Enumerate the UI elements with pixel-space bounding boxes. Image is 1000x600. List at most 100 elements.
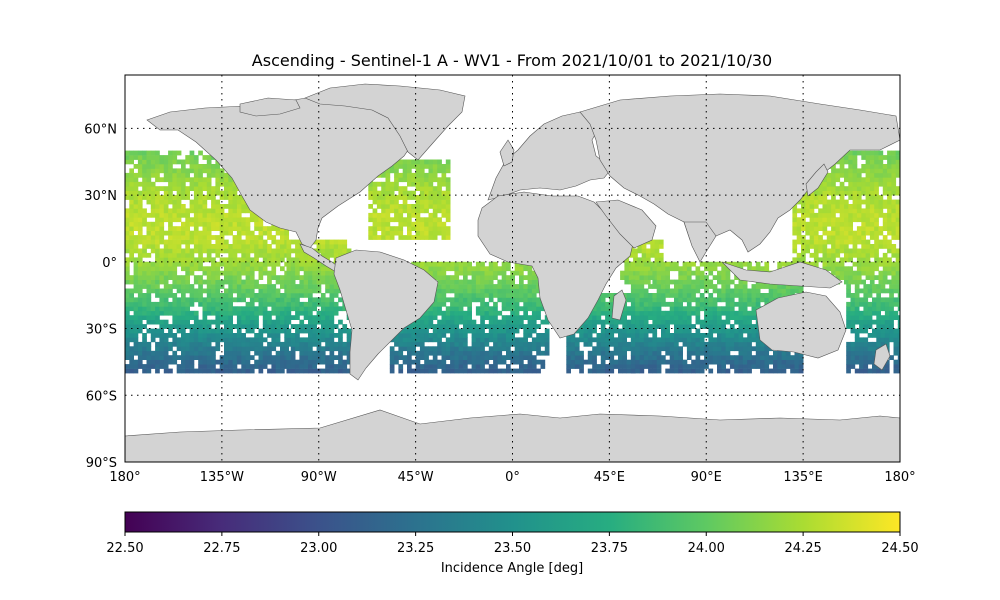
swath-cell xyxy=(717,306,722,312)
swath-cell xyxy=(428,168,434,174)
swath-cell xyxy=(437,350,442,356)
swath-cell xyxy=(232,257,238,263)
swath-cell xyxy=(155,284,160,289)
swath-cell xyxy=(682,261,688,267)
swath-cell xyxy=(176,208,182,214)
swath-cell xyxy=(626,333,632,338)
swath-cell xyxy=(781,364,787,369)
swath-cell xyxy=(891,168,897,174)
swath-cell xyxy=(742,310,748,316)
swath-cell xyxy=(211,270,216,276)
swath-cell xyxy=(729,261,735,267)
swath-cell xyxy=(895,221,900,227)
swath-cell xyxy=(245,270,251,276)
swath-cell xyxy=(163,355,169,360)
swath-cell xyxy=(794,350,800,356)
swath-cell xyxy=(181,306,186,312)
swath-cell xyxy=(428,235,434,240)
swath-cell xyxy=(267,324,272,329)
swath-cell xyxy=(579,359,584,365)
swath-cell xyxy=(781,261,787,267)
swath-cell xyxy=(874,226,879,231)
swath-cell xyxy=(236,221,242,227)
swath-cell xyxy=(445,310,451,316)
swath-cell xyxy=(682,293,688,298)
swath-cell xyxy=(142,239,147,245)
swath-cell xyxy=(865,204,871,209)
swath-cell xyxy=(635,261,640,267)
swath-cell xyxy=(320,266,326,272)
swath-cell xyxy=(241,244,246,249)
swath-cell xyxy=(189,364,195,369)
swath-cell xyxy=(869,230,875,236)
swath-cell xyxy=(488,306,494,312)
swath-cell xyxy=(228,186,233,191)
swath-cell xyxy=(445,168,451,174)
swath-cell xyxy=(198,279,203,285)
swath-cell xyxy=(262,319,268,325)
swath-cell xyxy=(275,226,281,231)
swath-cell xyxy=(848,230,853,236)
swath-cell xyxy=(805,239,810,245)
swath-cell xyxy=(665,346,670,352)
swath-cell xyxy=(185,261,190,267)
swath-cell xyxy=(674,301,679,307)
swath-cell xyxy=(794,359,800,365)
swath-cell xyxy=(527,266,533,272)
swath-cell xyxy=(176,181,182,187)
swath-cell xyxy=(648,324,653,329)
swath-cell xyxy=(146,355,152,360)
swath-cell xyxy=(646,252,651,258)
swath-cell xyxy=(211,364,216,369)
swath-cell xyxy=(163,288,169,294)
swath-cell xyxy=(665,261,670,267)
swath-cell xyxy=(275,230,281,236)
swath-cell xyxy=(445,284,451,289)
swath-cell xyxy=(519,319,524,325)
swath-cell xyxy=(622,324,627,329)
swath-cell xyxy=(249,297,255,303)
swath-cell xyxy=(441,333,447,338)
swath-cell xyxy=(381,235,386,240)
swath-cell xyxy=(437,359,442,365)
swath-cell xyxy=(480,355,485,360)
swath-cell xyxy=(441,324,447,329)
swath-cell xyxy=(831,257,836,263)
swath-cell xyxy=(669,301,675,307)
swath-cell xyxy=(725,288,731,294)
swath-cell xyxy=(159,226,165,231)
swath-cell xyxy=(712,301,718,307)
swath-cell xyxy=(280,275,285,280)
swath-cell xyxy=(249,346,255,352)
swath-cell xyxy=(308,306,313,312)
swath-cell xyxy=(652,364,658,369)
swath-cell xyxy=(342,359,348,365)
swath-cell xyxy=(652,284,658,289)
swath-cell xyxy=(329,341,335,347)
swath-cell xyxy=(163,359,169,365)
swath-cell xyxy=(514,328,520,334)
swath-cell xyxy=(600,350,606,356)
swath-cell xyxy=(760,341,765,347)
swath-cell xyxy=(544,341,550,347)
swath-cell xyxy=(245,230,251,236)
swath-cell xyxy=(493,368,498,374)
swath-cell xyxy=(267,310,272,316)
swath-cell xyxy=(176,257,182,263)
swath-cell xyxy=(618,328,623,334)
swath-cell xyxy=(878,195,884,200)
swath-cell xyxy=(712,337,718,343)
swath-cell xyxy=(193,337,199,343)
swath-cell xyxy=(385,204,391,209)
swath-cell xyxy=(202,244,208,249)
swath-cell xyxy=(172,159,178,165)
swath-cell xyxy=(258,301,264,307)
swath-cell xyxy=(215,204,221,209)
swath-cell xyxy=(325,310,330,316)
swath-cell xyxy=(133,164,139,169)
swath-cell xyxy=(609,319,615,325)
swath-cell xyxy=(475,266,481,272)
swath-cell xyxy=(415,164,421,169)
swath-cell xyxy=(822,212,828,218)
swath-cell xyxy=(643,270,649,276)
